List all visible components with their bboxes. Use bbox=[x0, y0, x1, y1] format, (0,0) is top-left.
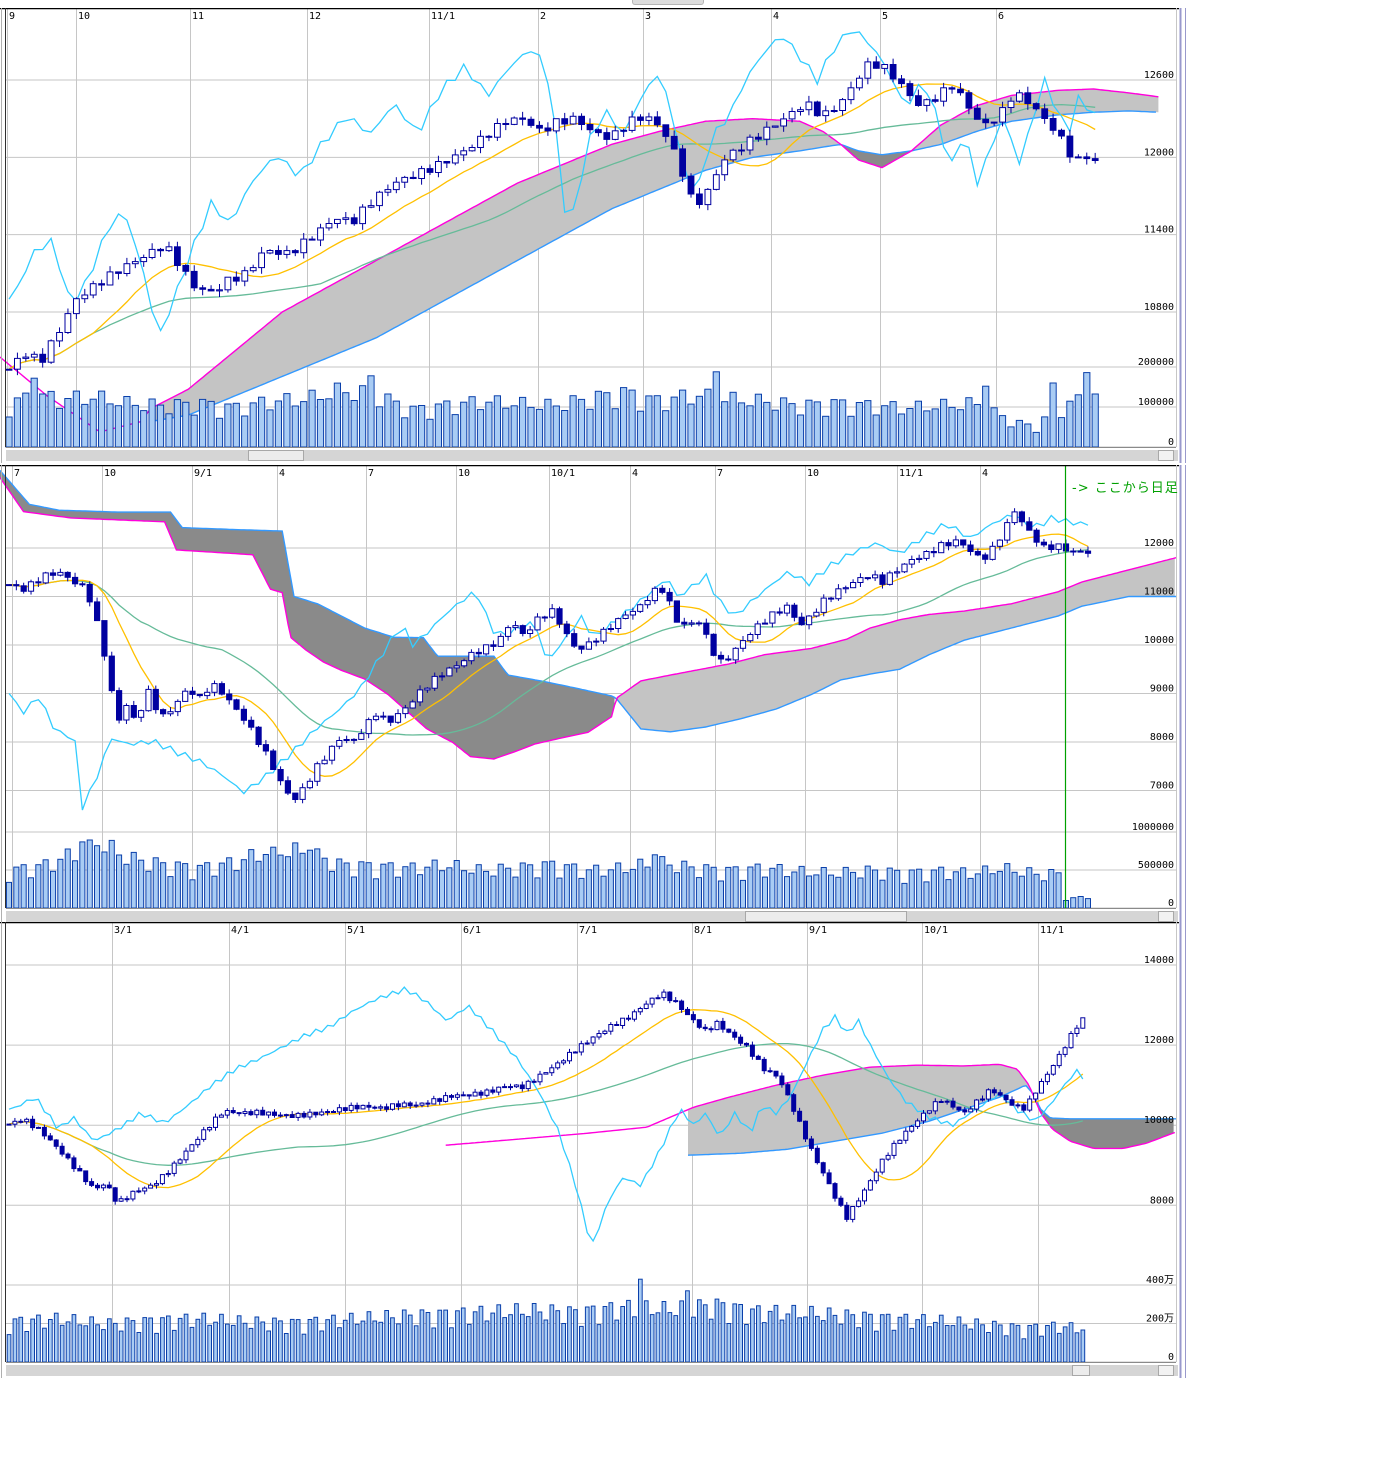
ichimoku-cloud bbox=[0, 469, 1177, 760]
chart-panel-weekly: 7 10 9/1 4 7 10 10/1 4 7 10 11/1 4 12000 11000 10000 90… bbox=[0, 465, 1392, 922]
ichimoku-cloud bbox=[0, 88, 1159, 433]
x-axis-tick-label: 11/1 bbox=[1040, 925, 1064, 936]
price-axis-tick-label: 8000 bbox=[1150, 1195, 1174, 1206]
x-axis-tick-label: 2 bbox=[540, 11, 546, 22]
scrollbar-end-button[interactable] bbox=[1158, 450, 1174, 461]
indicator-lines bbox=[8, 986, 1084, 1243]
price-axis-tick-label: 10000 bbox=[1144, 1115, 1174, 1126]
volume-axis-tick-label: 0 bbox=[1168, 437, 1174, 448]
volume-layer bbox=[6, 1278, 1086, 1363]
axis-labels: 3/1 4/1 5/1 6/1 7/1 8/1 9/1 10/1 11/1 14000 12000 1… bbox=[114, 925, 1174, 1363]
scrollbar-end-button[interactable] bbox=[1158, 911, 1174, 922]
x-axis-tick-label: 10 bbox=[78, 11, 90, 22]
volume-axis-tick-label: 1000000 bbox=[1132, 822, 1174, 833]
chart-panel-daily-marnov: 3/1 4/1 5/1 6/1 7/1 8/1 9/1 10/1 11/1 14000 12000 1… bbox=[0, 922, 1392, 1378]
x-axis-tick-label: 12 bbox=[309, 11, 321, 22]
chart-panel-daily-recent: 9 10 11 12 11/1 2 3 4 5 6 12600 12000 11400 10800 2000… bbox=[0, 8, 1392, 463]
daily-recent-plot: 9 10 11 12 11/1 2 3 4 5 6 12600 12000 11400 10800 2000… bbox=[0, 8, 1186, 463]
volume-axis-tick-label: 400万 bbox=[1146, 1275, 1174, 1286]
price-axis-tick-label: 12000 bbox=[1144, 147, 1174, 158]
x-axis-tick-label: 6 bbox=[998, 11, 1004, 22]
volume-layer bbox=[5, 371, 1099, 448]
price-axis-tick-label: 12000 bbox=[1144, 1035, 1174, 1046]
x-axis-tick-label: 4 bbox=[982, 468, 988, 479]
price-axis-tick-label: 10000 bbox=[1144, 635, 1174, 646]
x-axis-tick-label: 5/1 bbox=[347, 925, 365, 936]
weekly-plot: 7 10 9/1 4 7 10 10/1 4 7 10 11/1 4 12000 11000 10000 90… bbox=[0, 465, 1186, 922]
x-axis-tick-label: 7 bbox=[14, 468, 20, 479]
x-axis-tick-label: 4 bbox=[773, 11, 779, 22]
x-axis-tick-label: 3 bbox=[645, 11, 651, 22]
volume-axis-tick-label: 100000 bbox=[1138, 397, 1174, 408]
x-axis-tick-label: 4/1 bbox=[231, 925, 249, 936]
candles-layer bbox=[5, 508, 1092, 804]
weekly-scrollbar[interactable] bbox=[6, 911, 1178, 922]
scrollbar-thumb[interactable] bbox=[248, 450, 304, 461]
x-axis-tick-label: 7 bbox=[368, 468, 374, 479]
price-axis-tick-label: 11400 bbox=[1144, 225, 1174, 236]
price-axis-tick-label: 14000 bbox=[1144, 955, 1174, 966]
x-axis-tick-label: 10/1 bbox=[924, 925, 948, 936]
volume-axis-tick-label: 500000 bbox=[1138, 860, 1174, 871]
x-axis-tick-label: 9/1 bbox=[809, 925, 827, 936]
x-axis-tick-label: 10 bbox=[807, 468, 819, 479]
volume-layer bbox=[5, 839, 1092, 909]
price-axis-tick-label: 12000 bbox=[1144, 538, 1174, 549]
x-axis-tick-label: 9 bbox=[9, 11, 15, 22]
scrollbar-thumb[interactable] bbox=[1072, 1365, 1090, 1376]
scrollbar-thumb[interactable] bbox=[745, 911, 907, 922]
price-axis-tick-label: 12600 bbox=[1144, 70, 1174, 81]
x-axis-tick-label: 3/1 bbox=[114, 925, 132, 936]
volume-axis-tick-label: 0 bbox=[1168, 898, 1174, 909]
x-axis-tick-label: 6/1 bbox=[463, 925, 481, 936]
x-axis-tick-label: 11/1 bbox=[899, 468, 923, 479]
x-axis-tick-label: 10/1 bbox=[551, 468, 575, 479]
daily-marnov-plot: 3/1 4/1 5/1 6/1 7/1 8/1 9/1 10/1 11/1 14000 12000 1… bbox=[0, 922, 1186, 1378]
gridlines bbox=[6, 923, 1176, 1363]
price-axis-tick-label: 8000 bbox=[1150, 732, 1174, 743]
x-axis-tick-label: 4 bbox=[279, 468, 285, 479]
indicator-lines bbox=[8, 514, 1089, 811]
x-axis-tick-label: 9/1 bbox=[194, 468, 212, 479]
scrollbar-end-button[interactable] bbox=[1158, 1365, 1174, 1376]
volume-axis-tick-label: 200万 bbox=[1146, 1314, 1174, 1325]
panel-frame bbox=[0, 922, 1186, 1378]
x-axis-tick-label: 11 bbox=[192, 11, 204, 22]
x-axis-tick-label: 5 bbox=[882, 11, 888, 22]
x-axis-tick-label: 4 bbox=[632, 468, 638, 479]
x-axis-tick-label: 10 bbox=[104, 468, 116, 479]
price-axis-tick-label: 10800 bbox=[1144, 302, 1174, 313]
daily-marnov-scrollbar[interactable] bbox=[6, 1365, 1178, 1376]
axis-labels: 9 10 11 12 11/1 2 3 4 5 6 12600 12000 11400 10800 2000… bbox=[9, 11, 1174, 448]
volume-axis-tick-label: 0 bbox=[1168, 1352, 1174, 1363]
x-axis-tick-label: 8/1 bbox=[694, 925, 712, 936]
x-axis-tick-label: 10 bbox=[458, 468, 470, 479]
daily-recent-scrollbar[interactable] bbox=[6, 450, 1178, 461]
volume-axis-tick-label: 200000 bbox=[1138, 357, 1174, 368]
window-fragment bbox=[632, 0, 704, 5]
gridlines bbox=[6, 9, 1176, 448]
price-axis-tick-label: 7000 bbox=[1150, 781, 1174, 792]
indicator-lines bbox=[8, 31, 1096, 370]
price-axis-tick-label: 11000 bbox=[1144, 587, 1174, 598]
x-axis-tick-label: 11/1 bbox=[431, 11, 455, 22]
panel-frame bbox=[0, 465, 1186, 922]
x-axis-tick-label: 7 bbox=[717, 468, 723, 479]
candles-layer bbox=[6, 989, 1086, 1223]
daily-start-annotation: -> ここから日足 bbox=[1072, 481, 1179, 496]
price-axis-tick-label: 9000 bbox=[1150, 684, 1174, 695]
x-axis-tick-label: 7/1 bbox=[579, 925, 597, 936]
axis-labels: 7 10 9/1 4 7 10 10/1 4 7 10 11/1 4 12000 11000 10000 90… bbox=[14, 468, 1174, 909]
candles-layer bbox=[5, 56, 1099, 376]
panel-frame bbox=[0, 8, 1186, 463]
